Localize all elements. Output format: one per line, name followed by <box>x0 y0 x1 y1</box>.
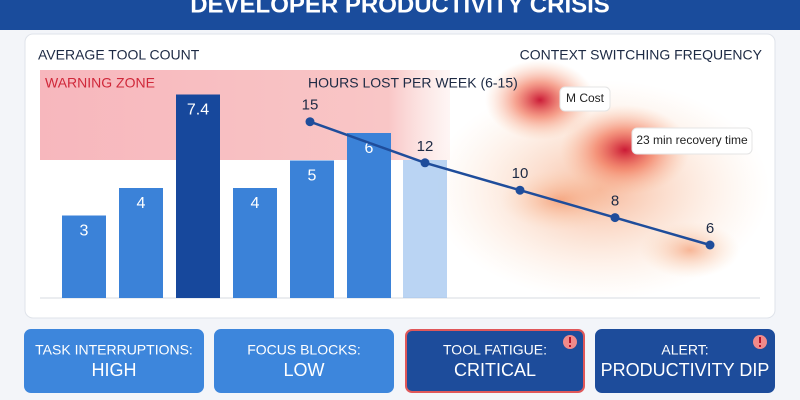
bar-value-label: 4 <box>137 195 146 212</box>
card-value: CRITICAL <box>454 360 536 380</box>
title-bar <box>0 0 800 30</box>
bar <box>290 160 334 298</box>
status-card <box>405 329 585 393</box>
status-cards: TASK INTERRUPTIONS: HIGH FOCUS BLOCKS: LOW T… <box>24 329 775 393</box>
line-value-label: 15 <box>302 97 319 114</box>
callout-box <box>559 86 611 112</box>
heat-blob <box>640 222 740 278</box>
heat-blob <box>485 60 595 140</box>
line-point <box>705 240 715 250</box>
bar-label: AVERAGE TOOL COUNT <box>38 47 200 63</box>
bar <box>347 133 391 298</box>
bar <box>233 188 277 298</box>
bar-value-label: 7.4 <box>187 102 209 119</box>
card-label: ALERT: <box>661 342 708 358</box>
card-label: TOOL FATIGUE: <box>443 342 547 358</box>
line-point <box>305 117 315 127</box>
faded-bar <box>403 160 447 298</box>
card-label: FOCUS BLOCKS: <box>247 342 361 358</box>
alert-icon-mark <box>569 345 571 347</box>
bar <box>176 94 220 298</box>
bar-value-label: 4 <box>251 195 260 212</box>
bar <box>62 215 106 298</box>
line-label: HOURS LOST PER WEEK (6-15) <box>308 75 518 91</box>
annotation: 23 min recovery time <box>636 133 748 147</box>
line-value-label: 10 <box>512 165 529 182</box>
alert-icon-mark <box>759 337 761 343</box>
card-value: LOW <box>283 360 324 380</box>
bar-value-label: 5 <box>308 168 317 185</box>
alert-icon-mark <box>569 337 571 343</box>
annotation: M Cost <box>566 91 605 105</box>
status-card <box>214 329 394 393</box>
bar-value-label: 3 <box>80 223 89 240</box>
callout-box <box>631 127 753 155</box>
alert-icon-mark <box>759 345 761 347</box>
line-point <box>610 213 620 223</box>
card-label: TASK INTERRUPTIONS: <box>35 342 193 358</box>
card-value: HIGH <box>92 360 137 380</box>
line-value-label: 8 <box>611 193 619 210</box>
bar <box>119 188 163 298</box>
title: DEVELOPER PRODUCTIVITY CRISIS <box>190 0 610 18</box>
status-card <box>595 329 775 393</box>
heat-blob <box>500 170 620 230</box>
heatmap-label: CONTEXT SWITCHING FREQUENCY <box>520 47 763 63</box>
zone-label: WARNING ZONE <box>45 75 155 91</box>
line-value-label: 6 <box>706 220 714 237</box>
card-value: PRODUCTIVITY DIP <box>601 360 770 380</box>
line-point <box>515 185 525 195</box>
line-value-label: 12 <box>417 138 434 155</box>
status-card <box>24 329 204 393</box>
bar-value-label: 6 <box>365 140 374 157</box>
line-point <box>420 158 430 168</box>
